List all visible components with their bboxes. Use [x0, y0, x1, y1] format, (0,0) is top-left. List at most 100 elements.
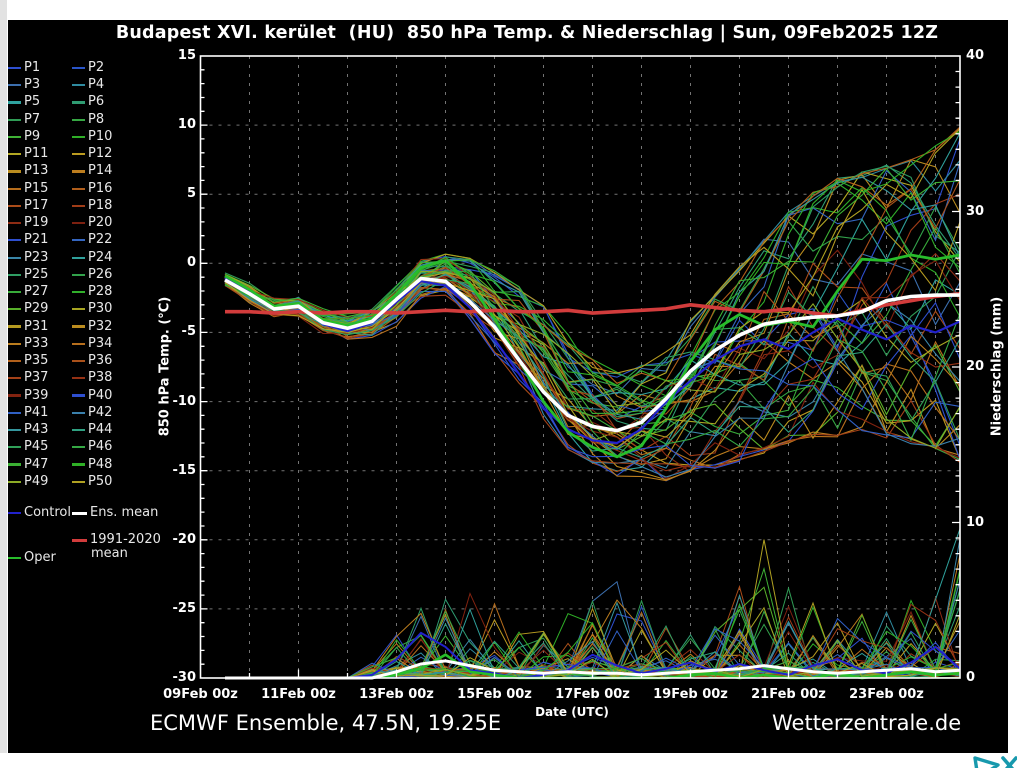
legend-item-p37-swatch — [8, 377, 21, 380]
y-left-tick--10: -10 — [172, 393, 197, 409]
legend-item-p6-swatch — [72, 101, 85, 104]
legend-item-p9-label: P9 — [24, 128, 41, 144]
legend-item-p1-label: P1 — [24, 60, 41, 75]
chart-title: Budapest XVI. kerület (HU) 850 hPa Temp.… — [115, 23, 939, 43]
legend-item-p30-label: P30 — [88, 301, 113, 317]
site-watermark: Wetterzentrale.de — [772, 711, 962, 735]
legend-item-p3-swatch — [8, 84, 21, 87]
y-right-tick-30: 30 — [966, 203, 985, 219]
legend-item-p20-label: P20 — [88, 215, 113, 231]
legend-item-p33-swatch — [8, 342, 21, 345]
x-tick-4: 17Feb 00z — [555, 687, 630, 702]
legend-item-p31-swatch — [8, 325, 21, 328]
legend-item-p44-swatch — [72, 428, 85, 432]
legend-item-oper-label: Oper — [24, 550, 56, 565]
legend-item-p19-label: P19 — [24, 215, 49, 231]
y-left-tick-15: 15 — [177, 48, 196, 63]
legend-item-p21-swatch — [8, 239, 21, 242]
y-right-axis-title: Niederschlag (mm) — [989, 296, 1005, 437]
legend-item-p44-label: P44 — [88, 422, 113, 438]
legend-item-p47-label: P47 — [24, 456, 49, 472]
legend-item-p11-swatch — [8, 153, 21, 156]
x-tick-5: 19Feb 00z — [653, 687, 728, 702]
legend-item-p25-label: P25 — [24, 266, 49, 282]
legend-item-p27-swatch — [8, 291, 21, 294]
legend-item-p16-label: P16 — [88, 180, 113, 196]
legend-item-p13-label: P13 — [24, 163, 49, 179]
x-tick-2: 13Feb 00z — [359, 687, 434, 702]
legend-item-p12-swatch — [72, 153, 85, 156]
legend-item-p36-swatch — [72, 359, 85, 363]
legend-item-p46-label: P46 — [88, 439, 113, 455]
legend-item-climate-mean-swatch — [72, 538, 87, 542]
legend-item-p26-label: P26 — [88, 266, 113, 282]
legend-item-p5-label: P5 — [24, 94, 41, 110]
legend-item-p29-label: P29 — [24, 301, 49, 317]
legend-item-p10-swatch — [72, 135, 85, 139]
legend-item-p8-label: P8 — [88, 111, 105, 127]
legend-item-p15-label: P15 — [24, 180, 49, 196]
legend-item-p34-swatch — [72, 342, 85, 345]
x-tick-7: 23Feb 00z — [849, 687, 924, 702]
y-left-tick-0: 0 — [186, 255, 196, 271]
legend-item-climate-mean-line2-label: mean — [91, 546, 128, 561]
legend-item-control-swatch — [8, 511, 21, 515]
y-right-tick-10: 10 — [966, 514, 985, 530]
legend-item-p6-label: P6 — [88, 94, 105, 110]
legend-item-p48-label: P48 — [88, 456, 113, 472]
y-right-tick-0: 0 — [966, 670, 976, 685]
legend-item-p43-swatch — [8, 428, 21, 432]
legend-item-p34-label: P34 — [88, 335, 113, 351]
legend-item-p42-swatch — [72, 411, 85, 414]
legend-item-p7-swatch — [8, 118, 21, 121]
legend-item-p4-swatch — [72, 84, 85, 87]
close-icon[interactable] — [1001, 756, 1017, 768]
legend-item-p7-label: P7 — [24, 111, 41, 127]
legend-item-oper-swatch — [8, 556, 21, 560]
legend-item-p35-swatch — [8, 359, 21, 363]
legend-item-p24-swatch — [72, 256, 85, 259]
y-left-tick--30: -30 — [172, 670, 197, 685]
model-location-caption: ECMWF Ensemble, 47.5N, 19.25E — [150, 711, 502, 735]
legend-item-p14-swatch — [72, 170, 85, 173]
y-left-tick-10: 10 — [177, 117, 196, 133]
legend-item-p15-swatch — [8, 187, 21, 190]
y-right-tick-40: 40 — [966, 48, 985, 63]
legend-item-p13-swatch — [8, 170, 21, 173]
legend-item-p23-swatch — [8, 256, 21, 259]
x-axis-title: Date (UTC) — [535, 705, 609, 719]
legend-item-p12-label: P12 — [88, 146, 113, 162]
legend-item-control-label: Control — [24, 505, 71, 520]
play-icon[interactable] — [973, 756, 1000, 768]
legend-item-p11-label: P11 — [24, 146, 49, 162]
legend-item-p3-label: P3 — [24, 77, 41, 93]
y-left-tick-5: 5 — [186, 186, 196, 202]
legend-item-p26-swatch — [72, 273, 85, 276]
legend-item-p21-label: P21 — [24, 232, 49, 248]
legend-item-p2-swatch — [72, 66, 85, 70]
legend-item-p28-label: P28 — [88, 284, 113, 300]
legend-item-p38-label: P38 — [88, 370, 113, 386]
legend-item-p35-label: P35 — [24, 353, 49, 369]
legend-item-p14-label: P14 — [88, 163, 113, 179]
legend-item-p9-swatch — [8, 135, 21, 139]
legend-item-p39-label: P39 — [24, 387, 49, 403]
legend-item-p49-swatch — [8, 480, 21, 483]
legend-item-p48-swatch — [72, 463, 85, 466]
legend-item-p32-swatch — [72, 325, 85, 328]
legend-item-p40-swatch — [72, 394, 85, 397]
legend-item-p16-swatch — [72, 187, 85, 190]
legend-item-p37-label: P37 — [24, 370, 49, 386]
legend-item-ens-mean-swatch — [72, 511, 87, 515]
x-tick-3: 15Feb 00z — [457, 687, 532, 702]
legend-item-p38-swatch — [72, 377, 85, 380]
legend-item-p18-swatch — [72, 204, 85, 207]
legend-item-p41-swatch — [8, 411, 21, 414]
legend-item-p23-label: P23 — [24, 249, 49, 265]
legend-item-p47-swatch — [8, 463, 21, 466]
legend-item-p18-label: P18 — [88, 197, 113, 213]
legend-item-p29-swatch — [8, 308, 21, 311]
legend-item-p50-label: P50 — [88, 473, 113, 489]
legend-item-p42-label: P42 — [88, 404, 113, 420]
